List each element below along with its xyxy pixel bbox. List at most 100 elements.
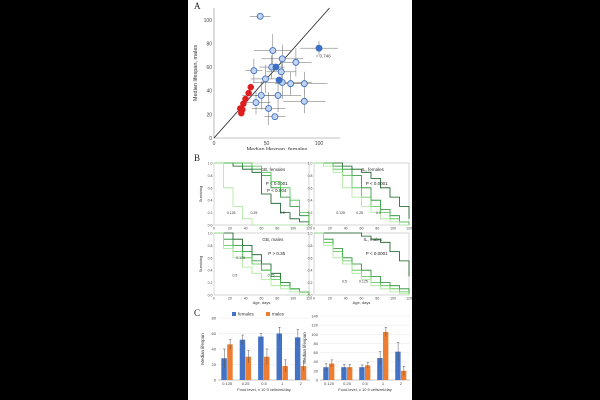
survival-plot-frame xyxy=(313,162,410,226)
p-value-label: P < 0.0001 xyxy=(366,181,388,186)
y-tick-label: 40 xyxy=(212,347,217,352)
survival-curve xyxy=(314,162,410,225)
x-tick-label: 40 xyxy=(344,297,348,301)
x-tick-label: 1 xyxy=(281,381,284,386)
bar-males xyxy=(245,356,252,380)
bar-males xyxy=(401,370,407,380)
bar-females xyxy=(359,367,365,380)
x-tick-label: 0 xyxy=(213,297,215,301)
y-tick-label: 0.2 xyxy=(308,211,313,215)
data-point xyxy=(292,58,300,66)
x-tick-label: 120 xyxy=(406,227,412,231)
figure-page: A B C 0 50 100 0 20 40 60 80 100 Median lifespan,… xyxy=(188,0,412,400)
y-tick-label: 80 xyxy=(314,341,319,346)
data-point xyxy=(238,109,245,117)
curve-label: 0.25 xyxy=(356,211,363,215)
x-tick-label: 0.125 xyxy=(222,381,233,386)
y-tick-label: 0.8 xyxy=(308,174,313,178)
bar-females xyxy=(221,358,227,380)
panel-label-c: C xyxy=(194,308,201,318)
survival-chart-b: 0.00.20.40.60.81.00 20 40 60 80 100 120Survivi… xyxy=(198,162,412,306)
y-tick-label: 0.8 xyxy=(208,244,213,248)
y-tick-label: 0.0 xyxy=(208,224,213,228)
y-tick-label: 80 xyxy=(212,316,217,321)
bar-males xyxy=(365,365,371,380)
x-tick-label: 0 xyxy=(313,297,315,301)
survival-plot-frame xyxy=(213,232,310,296)
y-tick-label: 0.2 xyxy=(308,281,313,285)
x-tick-label: 2 xyxy=(300,381,303,386)
y-tick-label: 0.2 xyxy=(208,281,213,285)
x-tick-label: 120 xyxy=(306,227,312,231)
y-tick-label: 0.4 xyxy=(208,269,213,273)
y-tick-label: 20 xyxy=(314,368,319,373)
data-point xyxy=(278,55,286,63)
curve-label: 0.125 xyxy=(227,211,236,215)
curve-label: 0.5 xyxy=(342,280,347,284)
x-tick-label: 40 xyxy=(344,227,348,231)
data-point xyxy=(265,105,273,112)
y-tick-label: 0.0 xyxy=(308,294,313,298)
x-tick-label: 20 xyxy=(328,297,332,301)
scatter-chart-a: 0 50 100 0 20 40 60 80 100 Median lifespan, femal… xyxy=(193,7,340,150)
x-tick-label: 80 xyxy=(275,297,279,301)
p-value-label: P < 0.0001 xyxy=(266,181,288,186)
curve-label: 0.125 xyxy=(359,280,368,284)
p-value-label: P > 0.35 xyxy=(268,251,285,256)
x-tick-label: 100 xyxy=(390,227,396,231)
y-tick-label: 80 xyxy=(206,41,212,47)
y-tick-label: 60 xyxy=(212,331,217,336)
data-point xyxy=(256,12,264,20)
data-point xyxy=(257,92,265,99)
legend-swatch-males xyxy=(266,312,270,316)
y-tick-label: 120 xyxy=(311,323,318,328)
bar-females xyxy=(341,367,347,380)
curve-label: 0.5 xyxy=(280,211,285,215)
y-tick-label: 0.4 xyxy=(208,199,213,203)
x-tick-label: 0.25 xyxy=(343,381,352,386)
y-tick-label: 20 xyxy=(206,112,212,118)
x-tick-label: 100 xyxy=(290,297,296,301)
x-tick-label: 20 xyxy=(228,297,232,301)
survival-curve xyxy=(214,232,310,295)
survival-curve xyxy=(314,162,410,219)
x-axis-label: Median lifespan, females xyxy=(247,147,308,150)
y-axis-label: Surviving xyxy=(198,256,203,272)
x-tick-label: 2 xyxy=(400,381,403,386)
bar-males xyxy=(347,367,353,380)
y-axis-label: Median lifespan xyxy=(302,332,307,364)
data-point xyxy=(261,75,269,83)
x-tick-label: 0 xyxy=(313,227,315,231)
x-tick-label: 0 xyxy=(213,227,215,231)
y-axis-label: Median lifespan xyxy=(200,333,205,365)
panel-label-b: B xyxy=(194,153,201,163)
survival-curve xyxy=(314,232,410,295)
bar-males xyxy=(264,356,270,380)
data-point xyxy=(277,68,285,76)
x-tick-label: 100 xyxy=(315,141,324,147)
y-tick-label: 0.0 xyxy=(208,294,213,298)
bar-females xyxy=(323,367,329,380)
survival-curve xyxy=(214,232,309,296)
curve-label: 0.5 xyxy=(376,211,381,215)
y-tick-label: 140 xyxy=(311,314,318,319)
bar-females xyxy=(276,333,282,380)
p-value-label: P < 0.004 xyxy=(267,188,287,193)
y-tick-label: 40 xyxy=(206,89,212,95)
x-tick-label: 40 xyxy=(244,227,248,231)
p-value-label: P < 0.0001 xyxy=(366,251,388,256)
x-tick-label: 20 xyxy=(228,227,232,231)
panel-label-a: A xyxy=(194,1,201,11)
x-tick-label: 80 xyxy=(375,227,379,231)
x-tick-label: 60 xyxy=(360,227,364,231)
curve-label: 0.5 xyxy=(232,273,237,277)
data-point xyxy=(245,89,252,97)
x-tick-label: 100 xyxy=(390,297,396,301)
curve-label: 0.125 xyxy=(336,211,345,215)
bar-females xyxy=(294,337,301,380)
survival-curve xyxy=(314,162,409,226)
bar-females xyxy=(258,336,264,380)
y-tick-label: 0.2 xyxy=(208,211,213,215)
y-tick-label: 0.4 xyxy=(308,199,313,203)
